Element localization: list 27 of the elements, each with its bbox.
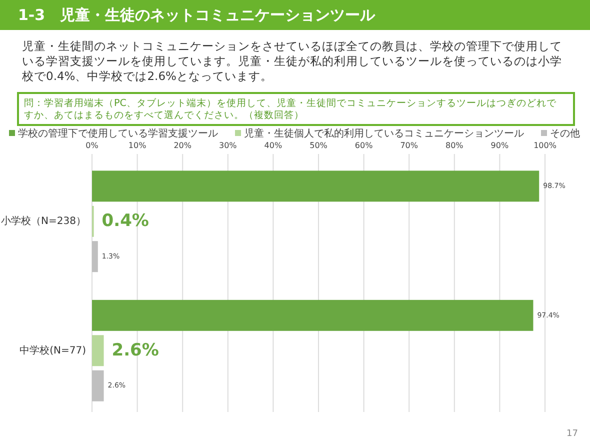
chart-title: 1-3 児童・生徒のネットコミュニケーションツール bbox=[18, 6, 376, 24]
x-tick-label: 80% bbox=[446, 141, 464, 150]
data-label: 2.6% bbox=[112, 340, 159, 360]
x-tick-label: 10% bbox=[128, 141, 147, 150]
bar bbox=[92, 335, 104, 366]
bar bbox=[92, 370, 104, 402]
x-tick-label: 20% bbox=[174, 141, 192, 150]
x-tick-label: 90% bbox=[490, 141, 509, 150]
text: 問：学習者用端末（PC、タブレット端末）を使用して、児童・生徒間でコミュニケーションするツールはつぎのどれですか、あてはまるものをすべて選んでください。（複数回答） bbox=[24, 97, 558, 121]
y-tick-label: 小学校（N=238） bbox=[1, 215, 86, 228]
data-label: 0.4% bbox=[102, 211, 149, 232]
y-tick-label: 中学校(N=77) bbox=[20, 344, 86, 356]
bar bbox=[92, 170, 540, 202]
x-tick-label: 30% bbox=[219, 141, 238, 150]
legend-label: 学校の管理下で使用している学習支援ツール bbox=[18, 128, 218, 140]
bar bbox=[92, 300, 534, 331]
x-tick-label: 100% bbox=[534, 141, 557, 150]
legend-label: 児童・生徒個人で私的利用しているコミュニケーションツール bbox=[244, 128, 524, 140]
legend-label: その他 bbox=[550, 128, 580, 140]
x-tick-label: 70% bbox=[400, 141, 418, 150]
chart-subtitle: 児童・生徒間のネットコミュニケーションをさせているほぼ全ての教員は、学校の管理下で使用している学習支援ツールを使用しています。児童・生徒が私的利用しているツールを使っているのは小学校で0.4%、中学校では2.6%となっています。 bbox=[21, 39, 562, 83]
x-tick-label: 40% bbox=[264, 141, 282, 150]
x-tick-label: 50% bbox=[310, 141, 328, 150]
bar bbox=[92, 241, 98, 272]
text: 17 bbox=[566, 429, 578, 439]
x-tick-label: 0% bbox=[86, 141, 99, 150]
x-tick-label: 60% bbox=[354, 141, 374, 150]
